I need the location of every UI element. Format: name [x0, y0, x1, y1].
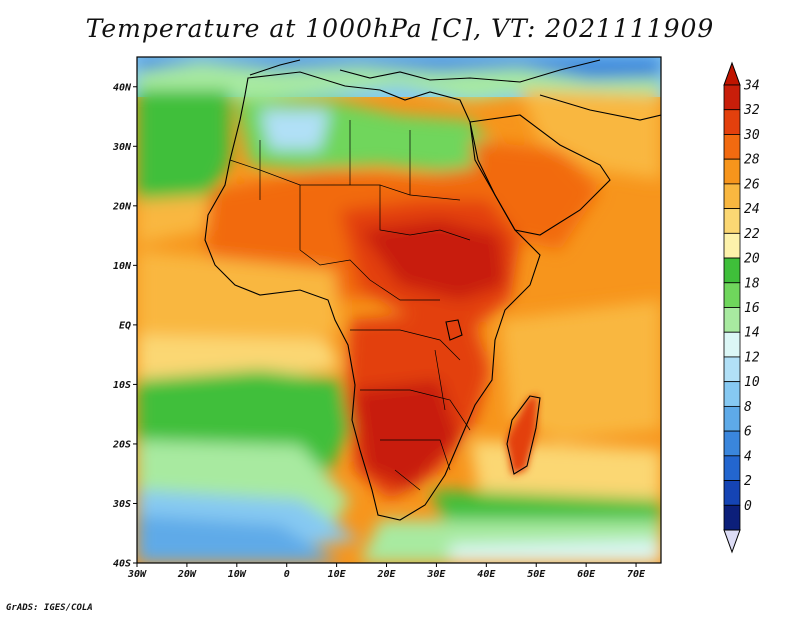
colorbar-label: 12 — [744, 350, 760, 365]
colorbar-segment — [723, 504, 741, 531]
lon-tick-label: 50E — [527, 569, 546, 580]
latitude-axis: 40N 30N 20N 10N EQ 10S 20S 30S 40S — [112, 82, 137, 570]
map-frame — [136, 56, 662, 564]
colorbar-segment — [723, 381, 741, 407]
lat-tick-label: 20N — [112, 201, 132, 212]
coastlines — [204, 59, 661, 521]
lon-tick-label: 60E — [577, 569, 596, 580]
colorbar-segment — [723, 356, 741, 383]
lat-tick-label: 30N — [112, 142, 132, 153]
map-title: Temperature at 1000hPa [C], VT: 20211119… — [85, 14, 715, 43]
lat-tick-label: EQ — [119, 320, 131, 331]
colorbar-segment — [723, 455, 741, 481]
colorbar-segment — [723, 109, 741, 135]
colorbar-segment — [723, 158, 741, 185]
lon-tick-label: 40E — [477, 569, 496, 580]
colorbar-segment — [723, 430, 741, 457]
colorbar-segment — [723, 208, 741, 234]
colorbar-label: 24 — [744, 202, 760, 217]
lon-tick-label: 10W — [228, 569, 247, 580]
lat-tick-label: 30S — [112, 499, 131, 510]
colorbar-bottom-arrow — [723, 529, 741, 554]
lat-tick-label: 40S — [113, 559, 131, 570]
colorbar-label: 26 — [744, 177, 760, 192]
colorbar-segment — [723, 183, 741, 210]
colorbar-label: 32 — [743, 103, 760, 118]
lat-tick-label: 10N — [113, 261, 132, 272]
colorbar-label: 4 — [744, 449, 752, 464]
colorbar-label: 20 — [744, 252, 760, 267]
lon-tick-label: 20W — [177, 569, 197, 580]
lon-tick-label: 70E — [627, 569, 646, 580]
lat-tick-label: 20S — [112, 439, 131, 450]
colorbar-segment — [723, 134, 741, 160]
colorbar-segment — [723, 282, 741, 308]
longitude-axis: 30W 20W 10W 0 10E 20E 30E 40E 50E 60E 70E — [127, 563, 646, 580]
colorbar-label: 14 — [744, 326, 760, 341]
map-field — [137, 57, 661, 563]
colorbar-segment — [723, 232, 741, 259]
lat-tick-label: 40N — [113, 82, 132, 93]
colorbar-label: 18 — [744, 276, 760, 291]
colorbar-label: 2 — [744, 474, 752, 489]
colorbar-label: 22 — [744, 227, 760, 242]
colorbar-label: 34 — [743, 79, 760, 94]
lat-tick-label: 10S — [113, 380, 131, 391]
colorbar-label: 30 — [743, 128, 760, 143]
colorbar-segment — [723, 405, 741, 432]
colorbar-segment — [723, 480, 741, 506]
colorbar-segment — [723, 84, 741, 111]
colorbar-label: 6 — [744, 425, 752, 440]
lon-tick-label: 20E — [376, 569, 396, 580]
colorbar-segment — [723, 307, 741, 333]
colorbar-label: 16 — [744, 301, 760, 316]
colorbar-segment — [723, 331, 741, 358]
colorbar-label: 0 — [744, 499, 752, 514]
colorbar-label: 8 — [744, 400, 752, 415]
lon-tick-label: 0 — [284, 569, 290, 580]
lon-tick-label: 30W — [127, 569, 147, 580]
colorbar-label: 10 — [744, 375, 760, 390]
colorbar-segment — [723, 257, 741, 284]
lon-tick-label: 10E — [328, 569, 347, 580]
colorbar-top-arrow — [723, 61, 741, 86]
grads-credit: GrADS: IGES/COLA — [6, 603, 93, 613]
lon-tick-label: 30E — [426, 569, 446, 580]
colorbar-label: 28 — [744, 153, 760, 168]
